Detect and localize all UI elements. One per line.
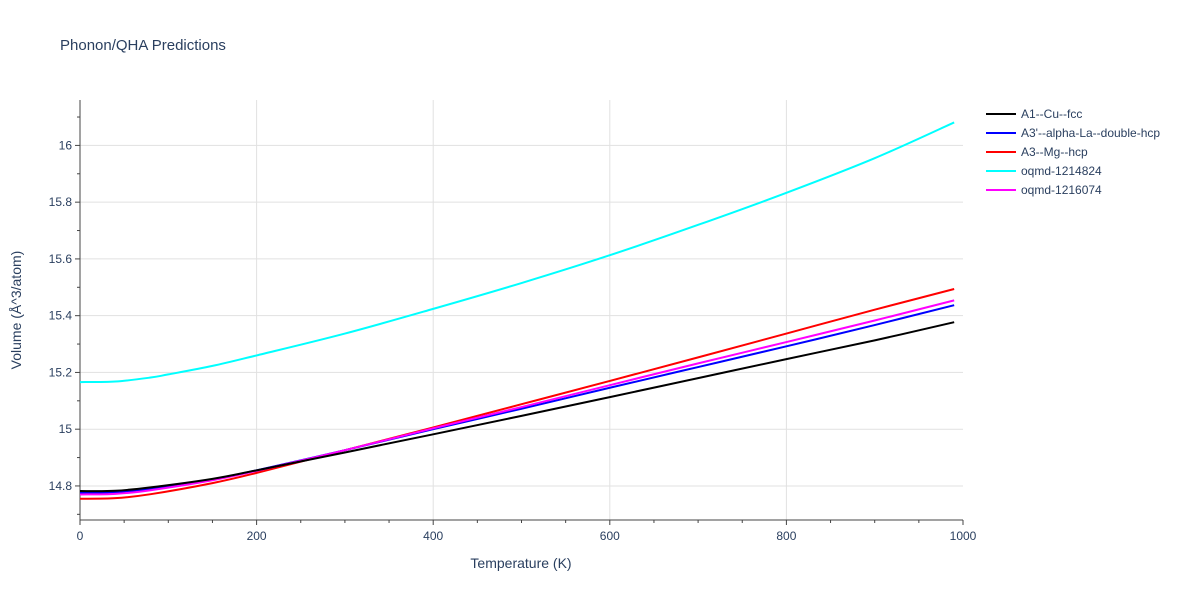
x-axis-title: Temperature (K) xyxy=(470,555,571,571)
x-tick-label: 200 xyxy=(247,529,267,543)
y-tick-label: 15.4 xyxy=(49,309,73,323)
legend-item[interactable]: oqmd-1216074 xyxy=(986,183,1102,197)
legend-item[interactable]: A3'--alpha-La--double-hcp xyxy=(986,126,1160,140)
legend-label: A1--Cu--fcc xyxy=(1021,107,1082,121)
series-line-a3-mg-hcp xyxy=(79,288,955,500)
series-line-a1-cu-fcc xyxy=(79,321,955,493)
legend-label: oqmd-1214824 xyxy=(1021,164,1102,178)
x-axis-ticks: 0 200 400 600 800 1000 xyxy=(77,520,977,543)
x-tick-label: 800 xyxy=(776,529,796,543)
y-tick-label: 16 xyxy=(59,138,73,152)
legend: A1--Cu--fcc A3'--alpha-La--double-hcp A3--… xyxy=(986,107,1160,197)
plot-area xyxy=(79,121,955,500)
x-tick-label: 1000 xyxy=(950,529,977,543)
x-tick-label: 400 xyxy=(423,529,443,543)
chart-title: Phonon/QHA Predictions xyxy=(60,37,226,54)
grid xyxy=(80,100,963,520)
legend-item[interactable]: A1--Cu--fcc xyxy=(986,107,1082,121)
legend-label: oqmd-1216074 xyxy=(1021,183,1102,197)
x-tick-label: 600 xyxy=(600,529,620,543)
y-axis-ticks: 14.8 15 15.2 15.4 15.6 15.8 16 xyxy=(49,116,80,515)
y-tick-label: 15.8 xyxy=(49,195,73,209)
y-tick-label: 15.2 xyxy=(49,365,73,379)
series-line-a3-alpha-la-double-hcp xyxy=(79,304,955,494)
legend-item[interactable]: oqmd-1214824 xyxy=(986,164,1102,178)
y-tick-label: 15.6 xyxy=(49,252,73,266)
axes xyxy=(79,100,963,521)
series-line-oqmd-1214824 xyxy=(79,121,955,384)
legend-label: A3--Mg--hcp xyxy=(1021,145,1088,159)
x-tick-label: 0 xyxy=(77,529,84,543)
y-tick-label: 14.8 xyxy=(49,479,73,493)
y-tick-label: 15 xyxy=(59,422,73,436)
legend-item[interactable]: A3--Mg--hcp xyxy=(986,145,1088,159)
series-line-oqmd-1216074 xyxy=(79,299,955,496)
legend-label: A3'--alpha-La--double-hcp xyxy=(1021,126,1160,140)
y-axis-title: Volume (Å^3/atom) xyxy=(8,251,24,370)
